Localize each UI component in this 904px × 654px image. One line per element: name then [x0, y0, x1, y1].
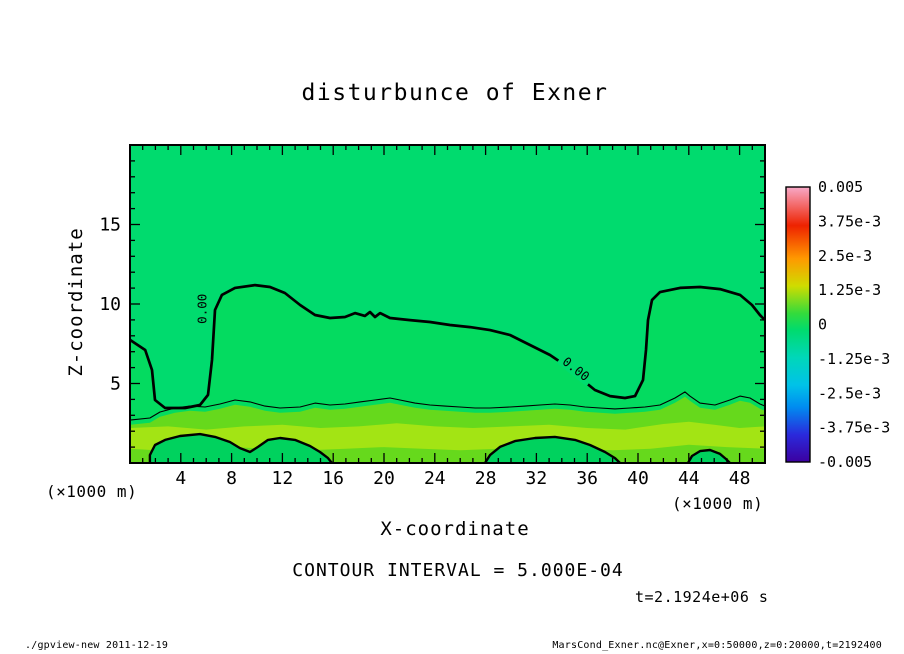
x-tick-label: 8: [226, 468, 237, 489]
x-tick-label: 36: [576, 468, 598, 489]
y-tick-label: 10: [99, 294, 121, 315]
x-tick-label: 44: [678, 468, 700, 489]
surface-contour-blob: [148, 432, 334, 463]
plot-field: 0.000.00: [130, 145, 765, 463]
contour-label-mask: [556, 351, 596, 387]
colorbar-frame: [785, 186, 811, 463]
colorbar-label: 2.5e-3: [818, 247, 872, 265]
colorbar-label: 0.005: [818, 178, 863, 196]
y-tick-label: 5: [110, 374, 121, 395]
chart-title: disturbunce of Exner: [301, 80, 609, 106]
colorbar: 0.005 3.75e-3 2.5e-3 1.25e-3 0 -1.25e-3 -2.5e-…: [785, 178, 890, 471]
minor-contour-line: [130, 391, 765, 421]
y-axis-unit-label: (×1000 m): [46, 482, 138, 501]
colorbar-label: 0: [818, 316, 827, 334]
x-tick-label: 40: [627, 468, 649, 489]
colorbar-label: 3.75e-3: [818, 212, 881, 230]
surface-contour-blob: [686, 448, 732, 463]
colorbar-label: -1.25e-3: [818, 350, 890, 368]
x-tick-label: 20: [373, 468, 395, 489]
colorbar-label: -2.5e-3: [818, 384, 881, 402]
colorbar-label: 1.25e-3: [818, 281, 881, 299]
x-tick-label: 32: [526, 468, 548, 489]
time-label: t=2.1924e+06 s: [635, 588, 769, 606]
zero-contour-line: [130, 283, 765, 410]
x-tick-label: 12: [272, 468, 294, 489]
x-tick-label: 24: [424, 468, 446, 489]
contour-label-mask: [194, 289, 210, 328]
x-axis-label: X-coordinate: [380, 518, 530, 540]
x-tick-label: 16: [322, 468, 344, 489]
footer-program-version: ./gpview-new 2011-12-19: [25, 640, 169, 651]
x-tick-label: 48: [729, 468, 751, 489]
x-tick-label: 4: [175, 468, 186, 489]
colorbar-label: -0.005: [818, 453, 872, 471]
x-axis-unit-label: (×1000 m): [672, 494, 764, 513]
contour-interval-label: CONTOUR INTERVAL = 5.000E-04: [292, 560, 624, 581]
footer-data-source: MarsCond_Exner.nc@Exner,x=0:50000,z=0:20…: [552, 640, 882, 651]
x-tick-label: 28: [475, 468, 497, 489]
surface-contour-blob: [483, 435, 622, 463]
colorbar-label: -3.75e-3: [818, 419, 890, 437]
y-tick-label: 15: [99, 215, 121, 236]
colorbar-bar: [786, 187, 810, 462]
contour-label-group: 0.00: [194, 289, 210, 328]
contour-line-label: 0.00: [194, 294, 209, 324]
